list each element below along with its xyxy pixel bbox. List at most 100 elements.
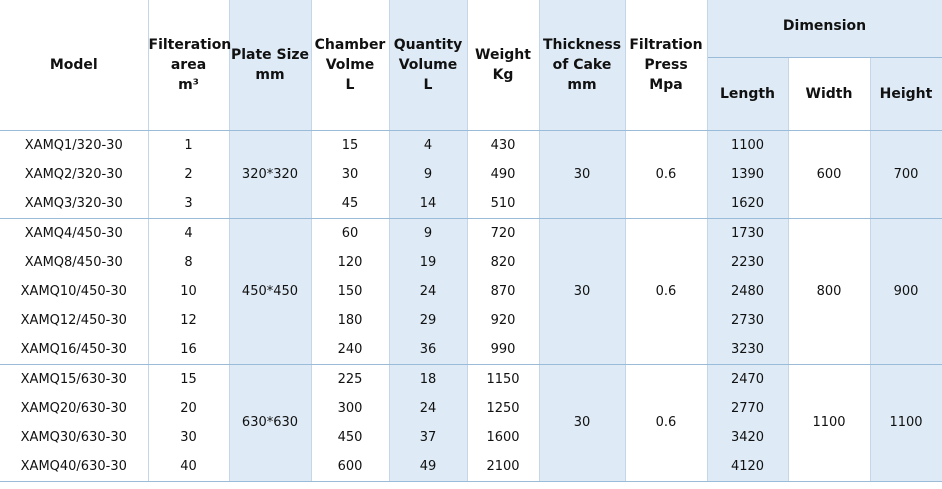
table-cell: 920 [467,305,540,335]
table-row: XAMQ16/450-30 16 240 36 990 3230 [0,334,942,365]
table-cell: XAMQ4/450-30 [0,218,149,248]
table-cell: 820 [467,247,540,277]
table-cell: 180 [311,305,390,335]
table-cell: XAMQ2/320-30 [0,159,149,189]
table-row: XAMQ20/630-30 20 300 24 1250 2770 [0,393,942,423]
table-cell: 0.6 [625,364,708,482]
header-line: Thickness [542,36,622,53]
table-cell: 2480 [707,276,789,306]
table-cell: 1100 [870,364,942,482]
table-cell: 2470 [707,364,789,394]
table-cell: 9 [389,218,468,248]
table-cell: 3 [148,188,230,219]
header-line: Quantity [393,36,463,53]
table-cell: 225 [311,364,390,394]
table-cell: 800 [788,218,871,365]
table-cell: 320*320 [229,130,312,219]
table-row: XAMQ1/320-30 1 320*320 15 4 430 30 0.6 1100 600 70… [0,130,942,219]
header-cell: Height [870,57,942,131]
table-row: XAMQ40/630-30 40 600 49 2100 4120 [0,451,942,482]
table-cell: 450*450 [229,218,312,365]
table-row: XAMQ2/320-30 2 30 9 490 1390 [0,159,942,189]
table-row: XAMQ4/450-30 4 450*450 60 9 720 30 0.6 1730 800 90… [0,218,942,365]
header-cell: Length [707,57,789,131]
table-cell: 37 [389,422,468,452]
table-cell: 700 [870,130,942,219]
table-cell: 240 [311,334,390,365]
table-cell: 1 [148,130,230,160]
header-line: L [423,76,433,93]
table-cell: 36 [389,334,468,365]
table-cell: 9 [389,159,468,189]
header-line: Mpa [649,76,683,93]
table-cell: XAMQ12/450-30 [0,305,149,335]
table-cell: XAMQ3/320-30 [0,188,149,219]
table-cell: 2730 [707,305,789,335]
table-cell: 40 [148,451,230,482]
header-row: Model Filteration area m³ Plate Size mm Chambe… [0,0,942,131]
table-cell: 1250 [467,393,540,423]
table-cell: XAMQ30/630-30 [0,422,149,452]
table-row: XAMQ15/630-30 15 630*630 225 18 1150 30 0.6 2470… [0,364,942,482]
table-row: XAMQ3/320-30 3 45 14 510 1620 [0,188,942,219]
table-cell: 14 [389,188,468,219]
table-cell: 15 [148,364,230,394]
table-cell: 0.6 [625,130,708,219]
table-cell: XAMQ20/630-30 [0,393,149,423]
table-cell: 30 [539,218,626,365]
header-line: Volume [398,56,458,73]
table-cell: 720 [467,218,540,248]
header-line: Press [644,56,688,73]
table-cell: 24 [389,393,468,423]
table-cell: 630*630 [229,364,312,482]
table-cell: 150 [311,276,390,306]
table-cell: 16 [148,334,230,365]
header-cell: Thickness of Cake mm [539,0,626,131]
header-line: Weight [475,46,531,63]
header-line: Filtration [629,36,703,53]
table-cell: 49 [389,451,468,482]
header-line: Chamber [314,36,386,53]
header-cell: Dimension [707,0,942,58]
table-cell: 0.6 [625,218,708,365]
table-cell: 30 [148,422,230,452]
table-cell: 19 [389,247,468,277]
table-cell: 3230 [707,334,789,365]
table-row: XAMQ30/630-30 30 450 37 1600 3420 [0,422,942,452]
header-cell: Filtration Press Mpa [625,0,708,131]
table-cell: 510 [467,188,540,219]
table-cell: XAMQ16/450-30 [0,334,149,365]
header-line: m³ [178,76,199,93]
header-line: mm [567,76,597,93]
table-cell: 8 [148,247,230,277]
table-row: XAMQ8/450-30 8 120 19 820 2230 [0,247,942,277]
table-cell: 870 [467,276,540,306]
header-row: Length Width Height [0,57,942,131]
header-cell: Chamber Volme L [311,0,390,131]
header-line: area [170,56,207,73]
header-cell: Filteration area m³ [148,0,231,131]
table-cell: 24 [389,276,468,306]
table-cell: 1100 [788,364,871,482]
header-line: mm [255,66,285,83]
header-line: Plate Size [230,46,310,63]
table-cell: 30 [539,364,626,482]
table-cell: 1100 [707,130,789,160]
table-cell: 990 [467,334,540,365]
table-cell: 120 [311,247,390,277]
table-cell: XAMQ10/450-30 [0,276,149,306]
table-cell: 15 [311,130,390,160]
table-cell: 2100 [467,451,540,482]
table-cell: 600 [311,451,390,482]
table-cell: 10 [148,276,230,306]
table-cell: 2230 [707,247,789,277]
table-cell: 29 [389,305,468,335]
table-cell: XAMQ40/630-30 [0,451,149,482]
table-cell: XAMQ1/320-30 [0,130,149,160]
table-cell: 2770 [707,393,789,423]
table-cell: 4 [389,130,468,160]
header-cell: Width [788,57,871,131]
